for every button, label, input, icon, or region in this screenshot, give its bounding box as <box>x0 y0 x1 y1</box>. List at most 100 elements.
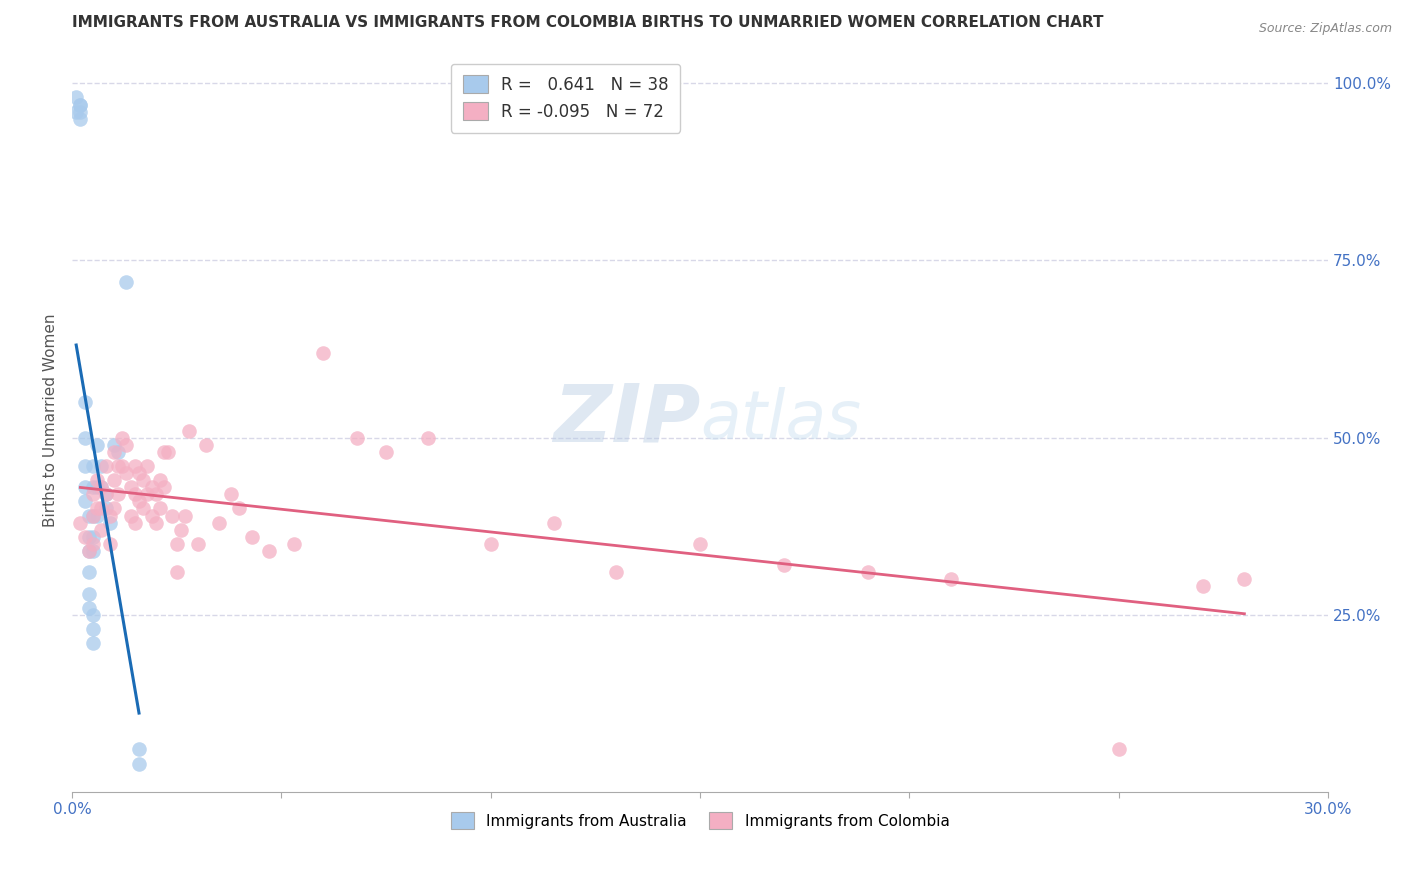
Point <box>166 537 188 551</box>
Point <box>77 566 100 580</box>
Point <box>136 487 159 501</box>
Point <box>228 501 250 516</box>
Point <box>120 508 142 523</box>
Point <box>128 742 150 756</box>
Point <box>73 480 96 494</box>
Point <box>132 473 155 487</box>
Point <box>82 458 104 473</box>
Text: atlas: atlas <box>700 387 862 453</box>
Point <box>103 501 125 516</box>
Point <box>65 104 87 119</box>
Point <box>73 494 96 508</box>
Text: ZIP: ZIP <box>553 381 700 458</box>
Point <box>153 444 176 458</box>
Point <box>174 508 197 523</box>
Text: IMMIGRANTS FROM AUSTRALIA VS IMMIGRANTS FROM COLOMBIA BIRTHS TO UNMARRIED WOMEN : IMMIGRANTS FROM AUSTRALIA VS IMMIGRANTS … <box>72 15 1104 30</box>
Point <box>82 487 104 501</box>
Point <box>82 508 104 523</box>
Point <box>219 487 242 501</box>
Point <box>73 530 96 544</box>
Point <box>82 544 104 558</box>
Point <box>772 558 794 573</box>
Point <box>257 544 280 558</box>
Point <box>98 508 121 523</box>
Point <box>94 487 117 501</box>
Point <box>124 487 146 501</box>
Point <box>111 458 134 473</box>
Point <box>153 480 176 494</box>
Point <box>73 458 96 473</box>
Point <box>941 572 963 586</box>
Point <box>149 501 172 516</box>
Point <box>1191 579 1213 593</box>
Point <box>77 508 100 523</box>
Point <box>69 112 91 126</box>
Point <box>103 438 125 452</box>
Point <box>90 523 112 537</box>
Point <box>162 508 184 523</box>
Point <box>65 90 87 104</box>
Legend: Immigrants from Australia, Immigrants from Colombia: Immigrants from Australia, Immigrants fr… <box>443 805 957 837</box>
Point <box>82 508 104 523</box>
Point <box>170 523 193 537</box>
Point <box>86 508 108 523</box>
Point <box>82 537 104 551</box>
Point <box>689 537 711 551</box>
Point <box>416 431 439 445</box>
Point <box>1233 572 1256 586</box>
Point <box>94 501 117 516</box>
Point <box>77 544 100 558</box>
Point <box>90 501 112 516</box>
Point <box>145 487 167 501</box>
Point <box>856 566 879 580</box>
Point <box>124 458 146 473</box>
Point <box>86 480 108 494</box>
Point <box>136 458 159 473</box>
Point <box>98 516 121 530</box>
Point <box>94 487 117 501</box>
Point <box>107 444 129 458</box>
Point <box>73 395 96 409</box>
Point <box>86 473 108 487</box>
Point <box>77 530 100 544</box>
Point <box>346 431 368 445</box>
Point <box>103 473 125 487</box>
Point <box>479 537 502 551</box>
Point <box>141 508 163 523</box>
Point <box>141 480 163 494</box>
Point <box>179 424 201 438</box>
Point <box>207 516 229 530</box>
Point <box>128 466 150 480</box>
Point <box>94 458 117 473</box>
Point <box>77 586 100 600</box>
Point <box>149 473 172 487</box>
Point <box>1108 742 1130 756</box>
Point <box>77 544 100 558</box>
Point <box>312 345 335 359</box>
Text: Source: ZipAtlas.com: Source: ZipAtlas.com <box>1258 22 1392 36</box>
Point <box>82 480 104 494</box>
Point <box>128 494 150 508</box>
Point <box>90 480 112 494</box>
Point <box>86 438 108 452</box>
Point <box>124 516 146 530</box>
Point <box>69 104 91 119</box>
Point <box>90 458 112 473</box>
Point <box>128 756 150 771</box>
Point <box>120 480 142 494</box>
Point <box>283 537 305 551</box>
Point <box>107 487 129 501</box>
Point <box>605 566 627 580</box>
Point <box>115 275 138 289</box>
Point <box>82 636 104 650</box>
Point <box>82 530 104 544</box>
Point <box>132 501 155 516</box>
Point <box>103 444 125 458</box>
Point <box>69 516 91 530</box>
Point <box>115 438 138 452</box>
Point <box>98 537 121 551</box>
Point <box>73 431 96 445</box>
Point <box>543 516 565 530</box>
Point <box>86 501 108 516</box>
Point <box>187 537 209 551</box>
